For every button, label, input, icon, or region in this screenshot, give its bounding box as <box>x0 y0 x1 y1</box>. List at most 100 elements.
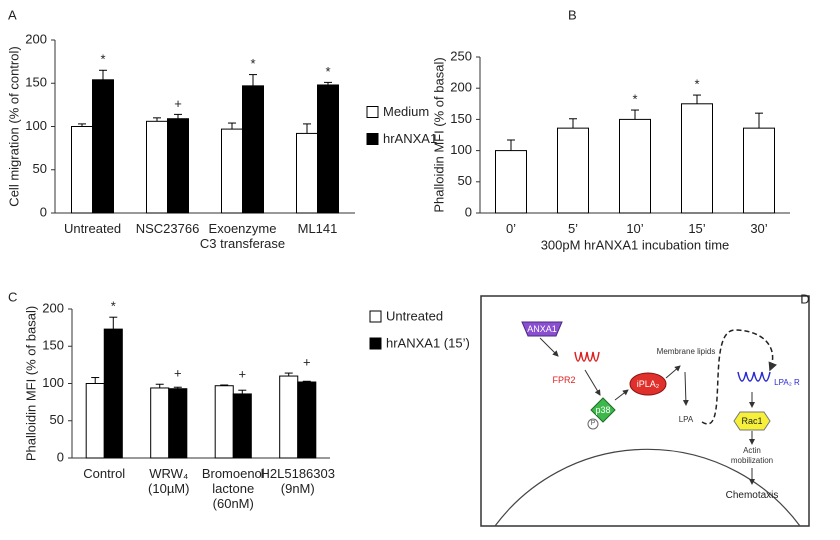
membrane <box>494 448 801 527</box>
diagram-shapes <box>480 295 810 527</box>
y-tick-label: 200 <box>42 300 64 315</box>
diagram-label: P <box>590 420 596 427</box>
annotation: * <box>250 56 255 71</box>
panel-label: D <box>800 291 809 306</box>
x-tick-label: WRW₄ (10µM) <box>148 466 190 496</box>
diagram-label: p38 <box>595 405 611 415</box>
bar <box>296 132 318 214</box>
x-tick-label: Untreated <box>63 221 122 236</box>
bar <box>146 120 168 214</box>
bar <box>71 126 93 214</box>
annotation: + <box>174 96 182 111</box>
annotation: * <box>100 52 105 67</box>
x-tick-label: 5’ <box>567 221 579 236</box>
x-tick-label: 0’ <box>505 221 517 236</box>
fpr2-shape <box>574 351 600 362</box>
p-shape <box>587 418 599 430</box>
legend-swatch <box>366 133 379 145</box>
annotation: * <box>111 299 116 314</box>
y-tick-label: 50 <box>458 173 472 188</box>
y-tick-label: 100 <box>42 375 64 390</box>
y-axis-label: Phalloidin MFI (% of basal) <box>23 306 38 461</box>
diagram-label: LPA <box>678 415 694 424</box>
annotation: + <box>174 366 182 381</box>
arrow <box>665 365 681 379</box>
legend-label: Medium <box>383 104 429 119</box>
y-tick-label: 0 <box>40 204 47 219</box>
y-tick-label: 150 <box>25 75 47 90</box>
annotation: + <box>238 366 246 381</box>
y-axis-label: Cell migration (% of control) <box>6 46 21 206</box>
bar <box>85 383 105 459</box>
legend-swatch <box>366 106 379 118</box>
annotation: * <box>694 77 699 92</box>
y-tick-label: 50 <box>33 161 47 176</box>
diagram-label: iPLA₂ <box>636 379 660 389</box>
x-tick-label: Exoenzyme C3 transferase <box>199 221 286 251</box>
bar <box>221 128 243 214</box>
y-tick-label: 150 <box>42 338 64 353</box>
legend-swatch <box>369 310 382 323</box>
legend-label: hrANXA1 <box>383 131 437 146</box>
bar <box>92 79 114 214</box>
x-tick-label: Control <box>83 466 126 481</box>
bar <box>167 118 189 214</box>
diagram-label: Rac1 <box>741 416 763 426</box>
arrow <box>682 371 689 406</box>
lpa2r-shape <box>737 371 771 382</box>
annotation: + <box>303 355 311 370</box>
y-tick-label: 50 <box>50 412 64 427</box>
legend-label: Untreated <box>386 308 443 323</box>
x-tick-label: ML141 <box>297 221 338 236</box>
diagram-label: ANXA1 <box>527 324 557 334</box>
diagram-label: Membrane lipids <box>656 347 716 356</box>
arrow <box>614 389 629 401</box>
bar <box>681 103 713 214</box>
y-tick-label: 0 <box>465 204 472 219</box>
x-tick-label: Bromoenol lactone (60nM) <box>201 466 265 511</box>
bar <box>242 85 264 214</box>
y-tick-label: 100 <box>450 142 472 157</box>
anxa1-shape <box>521 321 563 337</box>
bar <box>103 328 123 459</box>
x-tick-label: 10’ <box>626 221 644 236</box>
bar <box>232 393 252 459</box>
diagram-label: LPA₂ R <box>774 378 800 387</box>
rac1-shape <box>733 411 771 431</box>
y-tick-label: 0 <box>57 449 64 464</box>
x-tick-label: H2L5186303 (9nM) <box>260 466 335 496</box>
y-tick-label: 250 <box>450 48 472 63</box>
bar <box>557 127 589 214</box>
annotation: * <box>325 64 330 79</box>
bar <box>214 385 234 459</box>
diagram-label: FPR2 <box>552 375 576 385</box>
bar <box>150 387 170 459</box>
y-axis-label: Phalloidin MFI (% of basal) <box>431 57 446 212</box>
y-tick-label: 150 <box>450 111 472 126</box>
diagram-label: Actin mobilization <box>730 446 774 465</box>
panel-label: B <box>568 7 577 22</box>
arrow <box>584 369 601 396</box>
x-tick-label: 15’ <box>688 221 706 236</box>
p38-shape <box>590 397 616 423</box>
legend-swatch <box>369 337 382 350</box>
arrow <box>539 337 559 357</box>
ipla2-shape <box>629 372 667 396</box>
lpa-path <box>701 329 777 425</box>
bar <box>317 84 339 214</box>
bar <box>619 118 651 214</box>
bar <box>297 381 317 459</box>
bar <box>495 150 527 214</box>
y-tick-label: 200 <box>25 31 47 46</box>
x-tick-label: 30’ <box>750 221 768 236</box>
panel-label: C <box>8 289 17 304</box>
y-tick-label: 100 <box>25 118 47 133</box>
y-tick-label: 200 <box>450 80 472 95</box>
diagram-label: Chemotaxis <box>725 490 779 501</box>
legend-label: hrANXA1 (15’) <box>386 335 470 350</box>
panel-label: A <box>8 7 17 22</box>
annotation: * <box>632 91 637 106</box>
x-axis-label: 300pM hrANXA1 incubation time <box>541 237 730 252</box>
